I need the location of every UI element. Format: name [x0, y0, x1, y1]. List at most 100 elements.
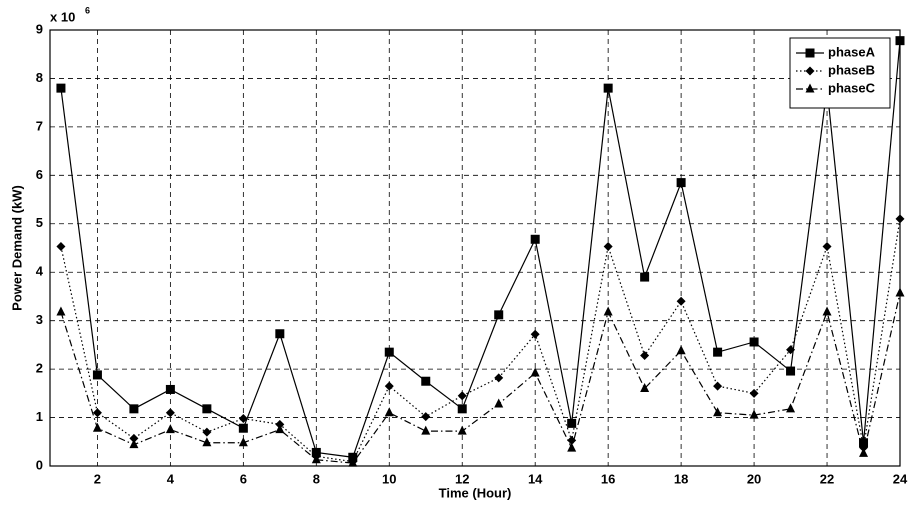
- x-tick-label: 10: [382, 471, 396, 486]
- legend-marker: [805, 48, 815, 58]
- series-line: [60, 218, 901, 463]
- y-tick-label: 8: [36, 70, 43, 85]
- marker: [56, 306, 66, 316]
- marker: [895, 214, 905, 224]
- legend-label: phaseA: [828, 44, 876, 59]
- marker: [603, 242, 613, 252]
- marker: [640, 382, 650, 392]
- marker: [457, 391, 467, 401]
- marker: [275, 424, 285, 434]
- marker: [92, 408, 102, 418]
- x-tick-label: 18: [674, 471, 688, 486]
- marker: [165, 408, 175, 418]
- legend-label: phaseB: [828, 62, 875, 77]
- plot-frame: [49, 29, 901, 467]
- y-offset-text: x 10: [50, 9, 75, 24]
- series-line: [60, 292, 901, 464]
- marker: [238, 437, 248, 447]
- marker: [676, 345, 686, 355]
- marker: [384, 407, 394, 417]
- marker: [749, 409, 759, 419]
- x-tick-label: 2: [94, 471, 101, 486]
- marker: [56, 83, 66, 93]
- marker: [676, 296, 686, 306]
- marker: [822, 242, 832, 252]
- marker: [56, 242, 66, 252]
- marker: [92, 370, 102, 380]
- x-tick-label: 6: [240, 471, 247, 486]
- marker: [859, 438, 869, 448]
- marker: [421, 425, 431, 435]
- marker: [895, 36, 905, 46]
- legend-marker: [805, 83, 815, 93]
- marker: [494, 398, 504, 408]
- y-tick-label: 5: [36, 215, 43, 230]
- x-tick-label: 22: [820, 471, 834, 486]
- marker: [421, 412, 431, 422]
- marker: [603, 83, 613, 93]
- marker: [238, 423, 248, 433]
- marker: [384, 347, 394, 357]
- marker: [165, 384, 175, 394]
- x-tick-label: 4: [167, 471, 175, 486]
- marker: [822, 306, 832, 316]
- marker: [567, 442, 577, 452]
- y-tick-label: 9: [36, 21, 43, 36]
- marker: [165, 424, 175, 434]
- marker: [311, 454, 321, 464]
- y-tick-label: 3: [36, 312, 43, 327]
- y-axis-label: Power Demand (kW): [9, 185, 24, 311]
- marker: [749, 337, 759, 347]
- marker: [129, 439, 139, 449]
- x-tick-label: 16: [601, 471, 615, 486]
- marker: [494, 373, 504, 383]
- marker: [238, 414, 248, 424]
- marker: [640, 351, 650, 361]
- marker: [895, 287, 905, 297]
- marker: [530, 234, 540, 244]
- marker: [530, 367, 540, 377]
- marker: [603, 306, 613, 316]
- marker: [640, 272, 650, 282]
- y-tick-label: 0: [36, 457, 43, 472]
- marker: [92, 422, 102, 432]
- x-tick-label: 24: [893, 471, 908, 486]
- marker: [202, 404, 212, 414]
- x-tick-label: 20: [747, 471, 761, 486]
- marker: [129, 404, 139, 414]
- y-tick-label: 4: [36, 264, 44, 279]
- x-axis-label: Time (Hour): [439, 485, 512, 500]
- marker: [786, 345, 796, 355]
- marker: [129, 433, 139, 443]
- marker: [786, 403, 796, 413]
- y-tick-label: 7: [36, 118, 43, 133]
- y-tick-label: 1: [36, 409, 43, 424]
- marker: [713, 407, 723, 417]
- marker: [348, 457, 358, 467]
- marker: [859, 447, 869, 457]
- marker: [421, 376, 431, 386]
- marker: [713, 381, 723, 391]
- y-tick-label: 6: [36, 167, 43, 182]
- legend-marker: [805, 66, 815, 76]
- marker: [786, 366, 796, 376]
- marker: [457, 425, 467, 435]
- series-line: [60, 40, 901, 458]
- marker: [202, 437, 212, 447]
- x-tick-label: 8: [313, 471, 320, 486]
- y-offset-exponent: 6: [85, 5, 90, 15]
- marker: [676, 178, 686, 188]
- marker: [202, 427, 212, 437]
- marker: [530, 329, 540, 339]
- marker: [749, 388, 759, 398]
- y-tick-label: 2: [36, 361, 43, 376]
- marker: [567, 418, 577, 428]
- marker: [384, 381, 394, 391]
- x-tick-label: 12: [455, 471, 469, 486]
- marker: [457, 404, 467, 414]
- marker: [494, 310, 504, 320]
- marker: [275, 329, 285, 339]
- legend-label: phaseC: [828, 80, 876, 95]
